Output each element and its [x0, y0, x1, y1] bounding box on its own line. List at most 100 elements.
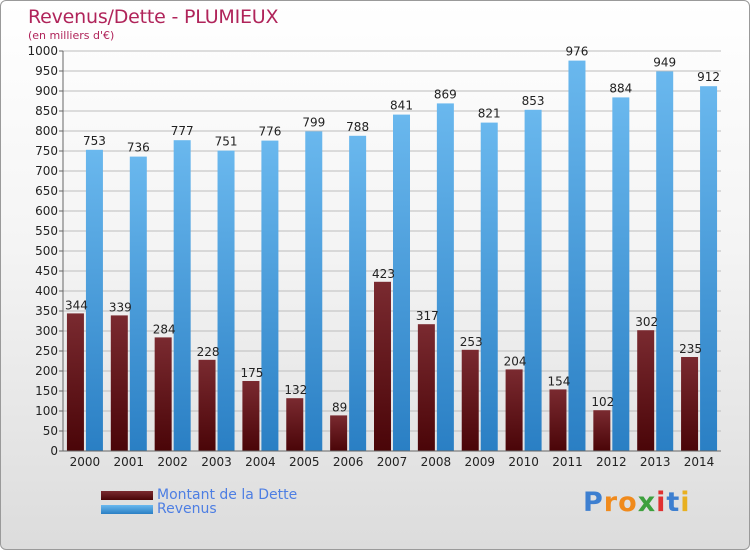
legend-label-debt: Montant de la Dette: [157, 487, 298, 503]
bar-revenue: [612, 97, 630, 452]
data-label-debt: 284: [153, 322, 176, 336]
x-tick-label: 2006: [333, 455, 364, 469]
legend-swatch-debt: [101, 490, 153, 500]
logo-letter: P: [583, 487, 604, 518]
bar-debt: [66, 313, 84, 451]
bar-revenue: [480, 122, 498, 451]
y-tick-label: 250: [35, 344, 58, 358]
y-tick-label: 400: [35, 284, 58, 298]
logo-letter: i: [680, 487, 691, 518]
logo-letter: x: [637, 487, 657, 518]
bar-debt: [549, 389, 567, 451]
x-tick-label: 2004: [245, 455, 276, 469]
y-axis-ticks: 0 50 100 150 200 250 300 350 400 450 500 550 600 650 7…: [27, 44, 63, 458]
data-label-revenue: 777: [171, 124, 194, 138]
x-tick-label: 2012: [596, 455, 627, 469]
x-axis-ticks: 2000 2001 2002 2003 2004 2005 2006 2007 2008 2009…: [70, 455, 715, 469]
grid-lines: [63, 50, 721, 452]
x-tick-label: 2009: [464, 455, 495, 469]
logo-letter: i: [656, 487, 667, 518]
x-tick-label: 2000: [70, 455, 101, 469]
axes: [62, 51, 721, 452]
x-tick-label: 2013: [640, 455, 671, 469]
bar-debt: [593, 410, 611, 451]
bar-revenue: [524, 109, 542, 452]
x-tick-label: 2005: [289, 455, 320, 469]
bar-revenue: [436, 103, 454, 452]
data-label-debt: 89: [332, 400, 347, 414]
bar-revenue: [305, 131, 323, 451]
data-label-debt: 317: [416, 309, 439, 323]
y-tick-label: 500: [35, 244, 58, 258]
data-label-debt: 175: [240, 366, 263, 380]
y-tick-label: 650: [35, 184, 58, 198]
y-tick-label: 50: [43, 424, 58, 438]
data-label-debt: 204: [504, 354, 527, 368]
x-tick-label: 2001: [114, 455, 145, 469]
x-tick-label: 2007: [377, 455, 408, 469]
logo-letter: o: [618, 487, 638, 518]
bar-debt: [330, 415, 348, 451]
bar-debt: [461, 349, 479, 451]
data-label-debt: 423: [372, 267, 395, 281]
data-label-debt: 253: [460, 335, 483, 349]
x-tick-label: 2002: [157, 455, 188, 469]
data-label-revenue: 736: [127, 141, 150, 155]
data-label-revenue: 776: [258, 125, 281, 139]
bar-revenue: [173, 140, 191, 451]
data-label-debt: 344: [65, 298, 88, 312]
y-tick-label: 750: [35, 144, 58, 158]
data-label-debt: 235: [679, 342, 702, 356]
bar-debt: [286, 398, 304, 451]
logo-letter: t: [666, 487, 681, 518]
data-label-debt: 339: [109, 300, 132, 314]
data-labels: 344 753 339 736 284 777 228 751 175 776 132 799 89 78…: [65, 45, 720, 415]
bar-revenue: [568, 60, 586, 451]
data-label-debt: 102: [591, 395, 614, 409]
data-label-revenue: 912: [697, 70, 720, 84]
x-tick-label: 2003: [201, 455, 232, 469]
x-tick-label: 2008: [421, 455, 452, 469]
data-label-revenue: 788: [346, 120, 369, 134]
data-label-revenue: 869: [434, 87, 457, 101]
y-tick-label: 700: [35, 164, 58, 178]
legend-item-debt: Montant de la Dette: [101, 487, 297, 503]
data-label-revenue: 821: [478, 107, 501, 121]
y-tick-label: 200: [35, 364, 58, 378]
bar-revenue: [217, 150, 235, 451]
data-label-revenue: 841: [390, 99, 413, 113]
data-label-revenue: 753: [83, 134, 106, 148]
bar-debt: [505, 369, 523, 451]
data-label-revenue: 884: [609, 81, 632, 95]
y-tick-label: 850: [35, 104, 58, 118]
bar-revenue: [349, 135, 367, 452]
y-tick-label: 550: [35, 224, 58, 238]
bar-revenue: [700, 86, 718, 451]
data-label-debt: 302: [635, 315, 658, 329]
proxiti-logo: Proxiti: [583, 487, 691, 518]
bars: [66, 60, 718, 452]
data-label-revenue: 799: [302, 115, 325, 129]
chart-subtitle: (en milliers d'€): [28, 29, 115, 42]
x-tick-label: 2011: [552, 455, 583, 469]
y-tick-label: 350: [35, 304, 58, 318]
data-label-debt: 154: [548, 374, 571, 388]
y-tick-label: 800: [35, 124, 58, 138]
y-tick-label: 300: [35, 324, 58, 338]
data-label-debt: 132: [284, 383, 307, 397]
bar-revenue: [656, 71, 674, 452]
y-tick-label: 950: [35, 64, 58, 78]
y-tick-label: 600: [35, 204, 58, 218]
bar-revenue: [129, 156, 147, 451]
y-tick-label: 900: [35, 84, 58, 98]
bar-debt: [417, 324, 435, 451]
bar-revenue: [85, 149, 103, 452]
data-label-revenue: 976: [566, 45, 589, 59]
bar-debt: [242, 381, 260, 451]
logo-letter: r: [603, 487, 619, 518]
bar-debt: [154, 337, 172, 451]
bar-debt: [681, 357, 699, 451]
bar-debt: [374, 281, 391, 451]
